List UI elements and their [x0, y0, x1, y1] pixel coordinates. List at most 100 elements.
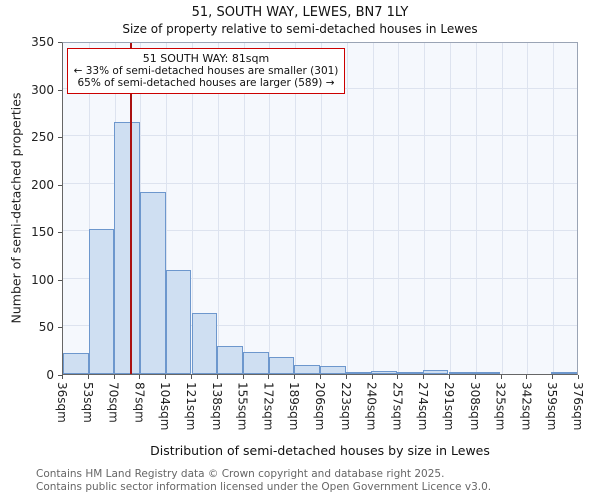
- histogram-bar: [242, 352, 269, 374]
- y-tick-mark: [58, 327, 62, 329]
- histogram-bar: [474, 372, 500, 374]
- x-tick-label: 223sqm: [338, 382, 353, 431]
- gridline-h: [63, 325, 577, 327]
- annotation-smaller-stat: ← 33% of semi-detached houses are smalle…: [73, 65, 339, 77]
- y-tick-mark: [58, 137, 62, 139]
- footer: Contains HM Land Registry data © Crown c…: [36, 468, 491, 494]
- histogram-bar: [294, 364, 320, 374]
- y-tick-label: 150: [31, 225, 54, 240]
- gridline-v: [243, 43, 245, 374]
- gridline-v: [321, 43, 322, 374]
- gridline-h: [63, 230, 577, 232]
- histogram-bar: [345, 372, 372, 374]
- y-tick-label: 200: [31, 177, 54, 192]
- histogram-bar: [140, 192, 166, 374]
- x-tick-mark: [113, 375, 115, 379]
- y-tick-label: 300: [31, 82, 54, 97]
- gridline-v: [450, 43, 451, 374]
- x-tick-label: 70sqm: [106, 382, 121, 423]
- y-tick-label: 0: [46, 368, 54, 382]
- plot-area: 51 SOUTH WAY: 81sqm ← 33% of semi-detach…: [62, 42, 578, 375]
- x-tick-label: 87sqm: [132, 382, 147, 423]
- x-tick-mark: [165, 375, 167, 379]
- gridline-v: [475, 43, 477, 374]
- footer-line-1: Contains HM Land Registry data © Crown c…: [36, 468, 445, 480]
- x-tick-label: 257sqm: [390, 382, 405, 431]
- x-tick-mark: [294, 375, 296, 379]
- y-tick-mark: [58, 375, 62, 376]
- histogram-bar: [114, 121, 141, 374]
- y-tick-mark: [58, 279, 62, 281]
- x-tick-mark: [268, 375, 270, 379]
- x-tick-label: 53sqm: [80, 382, 95, 423]
- gridline-h: [63, 182, 577, 184]
- y-tick-label: 250: [31, 130, 54, 145]
- x-tick-mark: [242, 375, 244, 379]
- x-tick-label: 342sqm: [519, 382, 534, 431]
- x-tick-mark: [62, 375, 63, 379]
- x-tick-label: 240sqm: [364, 382, 379, 431]
- x-tick-mark: [191, 375, 192, 379]
- gridline-h: [63, 135, 577, 137]
- histogram-bar: [320, 365, 346, 374]
- chart-subtitle: Size of property relative to semi-detach…: [122, 22, 478, 36]
- annotation-larger-stat: 65% of semi-detached houses are larger (…: [77, 77, 335, 89]
- x-tick-mark: [87, 375, 89, 379]
- property-marker-line: [130, 43, 133, 374]
- x-tick-label: 376sqm: [571, 382, 585, 431]
- x-tick-mark: [500, 375, 502, 379]
- footer-line-2: Contains public sector information licen…: [36, 480, 492, 493]
- gridline-h: [63, 277, 577, 279]
- chart-title: 51, SOUTH WAY, LEWES, BN7 1LY: [191, 5, 409, 20]
- x-tick-mark: [449, 375, 450, 379]
- gridline-v: [372, 43, 374, 374]
- x-tick-mark: [139, 375, 141, 379]
- x-tick-label: 308sqm: [467, 382, 482, 431]
- x-tick-mark: [552, 375, 554, 379]
- gridline-v: [346, 43, 348, 374]
- gridline-v: [501, 43, 503, 374]
- annotation-property-label: 51 SOUTH WAY: 81sqm: [142, 52, 270, 65]
- x-tick-mark: [474, 375, 476, 379]
- gridline-v: [192, 43, 193, 374]
- y-tick-mark: [58, 89, 62, 91]
- x-tick-label: 291sqm: [442, 382, 456, 431]
- gridline-v: [553, 43, 555, 374]
- gridline-v: [424, 43, 426, 374]
- gridline-v: [269, 43, 271, 374]
- gridline-v: [398, 43, 400, 374]
- histogram-bar: [88, 229, 115, 374]
- histogram-bar: [371, 371, 398, 374]
- histogram-bar: [191, 312, 218, 374]
- y-tick-mark: [58, 184, 62, 186]
- y-tick-label: 350: [31, 35, 54, 49]
- x-tick-mark: [371, 375, 373, 379]
- x-tick-mark: [526, 375, 528, 379]
- x-tick-label: 155sqm: [235, 382, 250, 431]
- y-tick-mark: [58, 42, 62, 43]
- x-tick-mark: [423, 375, 425, 379]
- histogram-bar: [422, 370, 449, 374]
- x-tick-label: 104sqm: [158, 382, 173, 431]
- x-axis-title: Distribution of semi-detached houses by …: [150, 443, 490, 458]
- y-tick-label: 100: [31, 272, 54, 287]
- x-tick-label: 359sqm: [545, 382, 560, 431]
- histogram-bar: [551, 372, 577, 374]
- x-tick-label: 36sqm: [55, 382, 69, 423]
- x-tick-label: 138sqm: [209, 382, 224, 431]
- x-tick-mark: [578, 375, 579, 379]
- x-tick-label: 206sqm: [313, 382, 327, 431]
- x-tick-mark: [345, 375, 347, 379]
- annotation-box: 51 SOUTH WAY: 81sqm ← 33% of semi-detach…: [67, 48, 345, 94]
- x-tick-label: 189sqm: [287, 382, 302, 431]
- histogram-bar: [165, 269, 192, 374]
- gridline-v: [295, 43, 297, 374]
- histogram-bar: [217, 345, 243, 374]
- histogram-bar: [448, 372, 475, 374]
- gridline-v: [217, 43, 219, 374]
- y-tick-mark: [58, 232, 62, 234]
- gridline-v: [88, 43, 90, 374]
- y-tick-label: 50: [38, 320, 54, 335]
- gridline-v: [166, 43, 168, 374]
